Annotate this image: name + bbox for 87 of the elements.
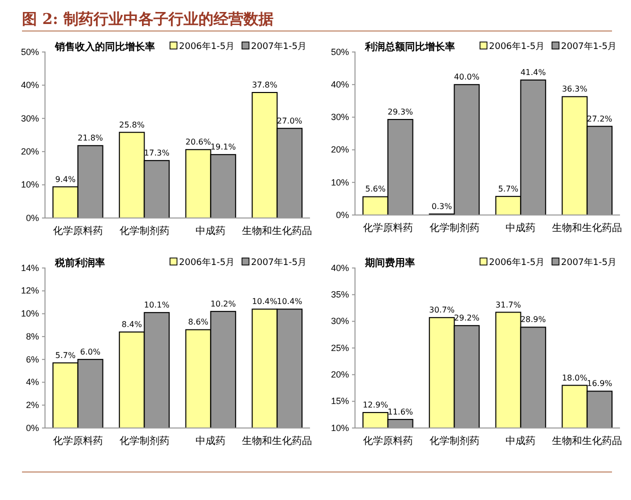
legend-label: 2006年1-5月 [179,257,235,268]
data-label: 21.8% [78,134,104,143]
data-label: 8.4% [122,320,142,329]
y-tick-label: 30% [20,113,39,124]
y-tick-label: 50% [20,46,39,57]
chart-title: 税前利润率 [54,257,105,269]
y-tick-label: 10% [20,308,39,319]
y-tick-label: 20% [330,370,349,380]
data-label: 36.3% [562,84,588,94]
y-tick-label: 10% [330,422,349,433]
y-tick-label: 10% [20,180,39,190]
y-tick-label: 50% [330,46,349,57]
y-tick-label: 40% [330,79,349,90]
x-tick-label: 化学制剂药 [429,435,480,447]
legend-label: 2006年1-5月 [489,257,545,268]
legend-label: 2007年1-5月 [251,257,307,268]
data-label: 18.0% [562,373,588,382]
data-label: 31.7% [496,300,522,310]
data-label: 27.2% [586,114,613,124]
data-label: 5.6% [365,184,386,194]
x-tick-label: 中成药 [506,222,536,234]
data-label: 41.4% [520,68,546,78]
x-tick-label: 化学原料药 [52,435,103,447]
data-label: 29.3% [388,107,414,116]
y-tick-label: 20% [20,146,39,156]
y-tick-label: 30% [330,316,349,326]
data-label: 12.9% [362,400,389,410]
y-tick-label: 10% [330,177,349,188]
x-tick-label: 化学原料药 [52,225,103,237]
data-label: 20.6% [186,138,212,147]
y-tick-label: 20% [330,144,349,155]
y-tick-label: 40% [20,80,39,90]
data-label: 16.9% [586,379,613,388]
x-tick-label: 化学制剂药 [119,225,170,237]
x-tick-label: 生物和生化药品 [552,435,622,447]
chart-subtitle: 销售收入的同比增长率 [54,41,155,53]
y-tick-label: 35% [330,290,349,300]
data-label: 9.4% [55,174,76,184]
legend-label: 2007年1-5月 [561,257,617,268]
x-tick-label: 中成药 [506,435,536,447]
data-label: 10.1% [144,300,170,310]
x-tick-label: 化学制剂药 [119,435,170,447]
y-tick-label: 14% [20,262,39,273]
x-tick-label: 中成药 [196,225,226,237]
chart-title: 图 2: 制药行业中各子行业的经营数据 [22,10,274,28]
x-tick-label: 生物和生化药品 [242,225,312,237]
legend-label: 2006年1-5月 [489,41,545,52]
data-label: 11.6% [388,407,414,416]
y-tick-label: 30% [330,112,349,122]
legend-label: 2007年1-5月 [251,41,307,52]
x-tick-label: 化学制剂药 [429,222,480,234]
chart-title: 利润总额同比增长率 [364,41,455,53]
data-label: 6.0% [80,347,101,356]
x-tick-label: 生物和生化药品 [242,435,312,447]
x-tick-label: 生物和生化药品 [552,222,622,234]
data-label: 8.6% [188,318,209,327]
data-label: 28.9% [520,315,546,324]
data-label: 0.3% [432,202,452,212]
x-tick-label: 化学原料药 [362,222,413,234]
data-label: 5.7% [55,350,76,360]
legend-label: 2007年1-5月 [561,41,617,52]
legend-label: 2006年1-5月 [179,41,235,52]
x-tick-label: 化学原料药 [362,435,413,447]
data-label: 10.4% [252,297,278,306]
y-tick-label: 0% [336,210,349,220]
y-tick-label: 6% [26,354,39,364]
y-tick-label: 0% [26,212,39,223]
chart-title: 期间费用率 [364,257,415,269]
y-tick-label: 8% [26,331,39,342]
y-tick-label: 12% [20,286,39,296]
y-tick-label: 4% [26,377,39,388]
y-tick-label: 40% [330,262,349,273]
data-label: 37.8% [252,80,278,90]
data-label: 27.0% [276,116,303,126]
y-tick-label: 15% [330,396,349,406]
data-label: 10.2% [210,299,236,308]
y-tick-label: 25% [330,342,349,353]
data-label: 30.7% [429,306,455,315]
data-label: 40.0% [454,72,480,82]
data-label: 10.4% [276,297,303,306]
y-tick-label: 2% [26,400,39,410]
data-label: 25.8% [119,120,145,130]
data-label: 29.2% [454,314,480,323]
y-tick-label: 0% [26,422,39,433]
data-label: 19.1% [210,142,236,152]
x-tick-label: 中成药 [196,435,226,447]
data-label: 5.7% [498,184,519,194]
